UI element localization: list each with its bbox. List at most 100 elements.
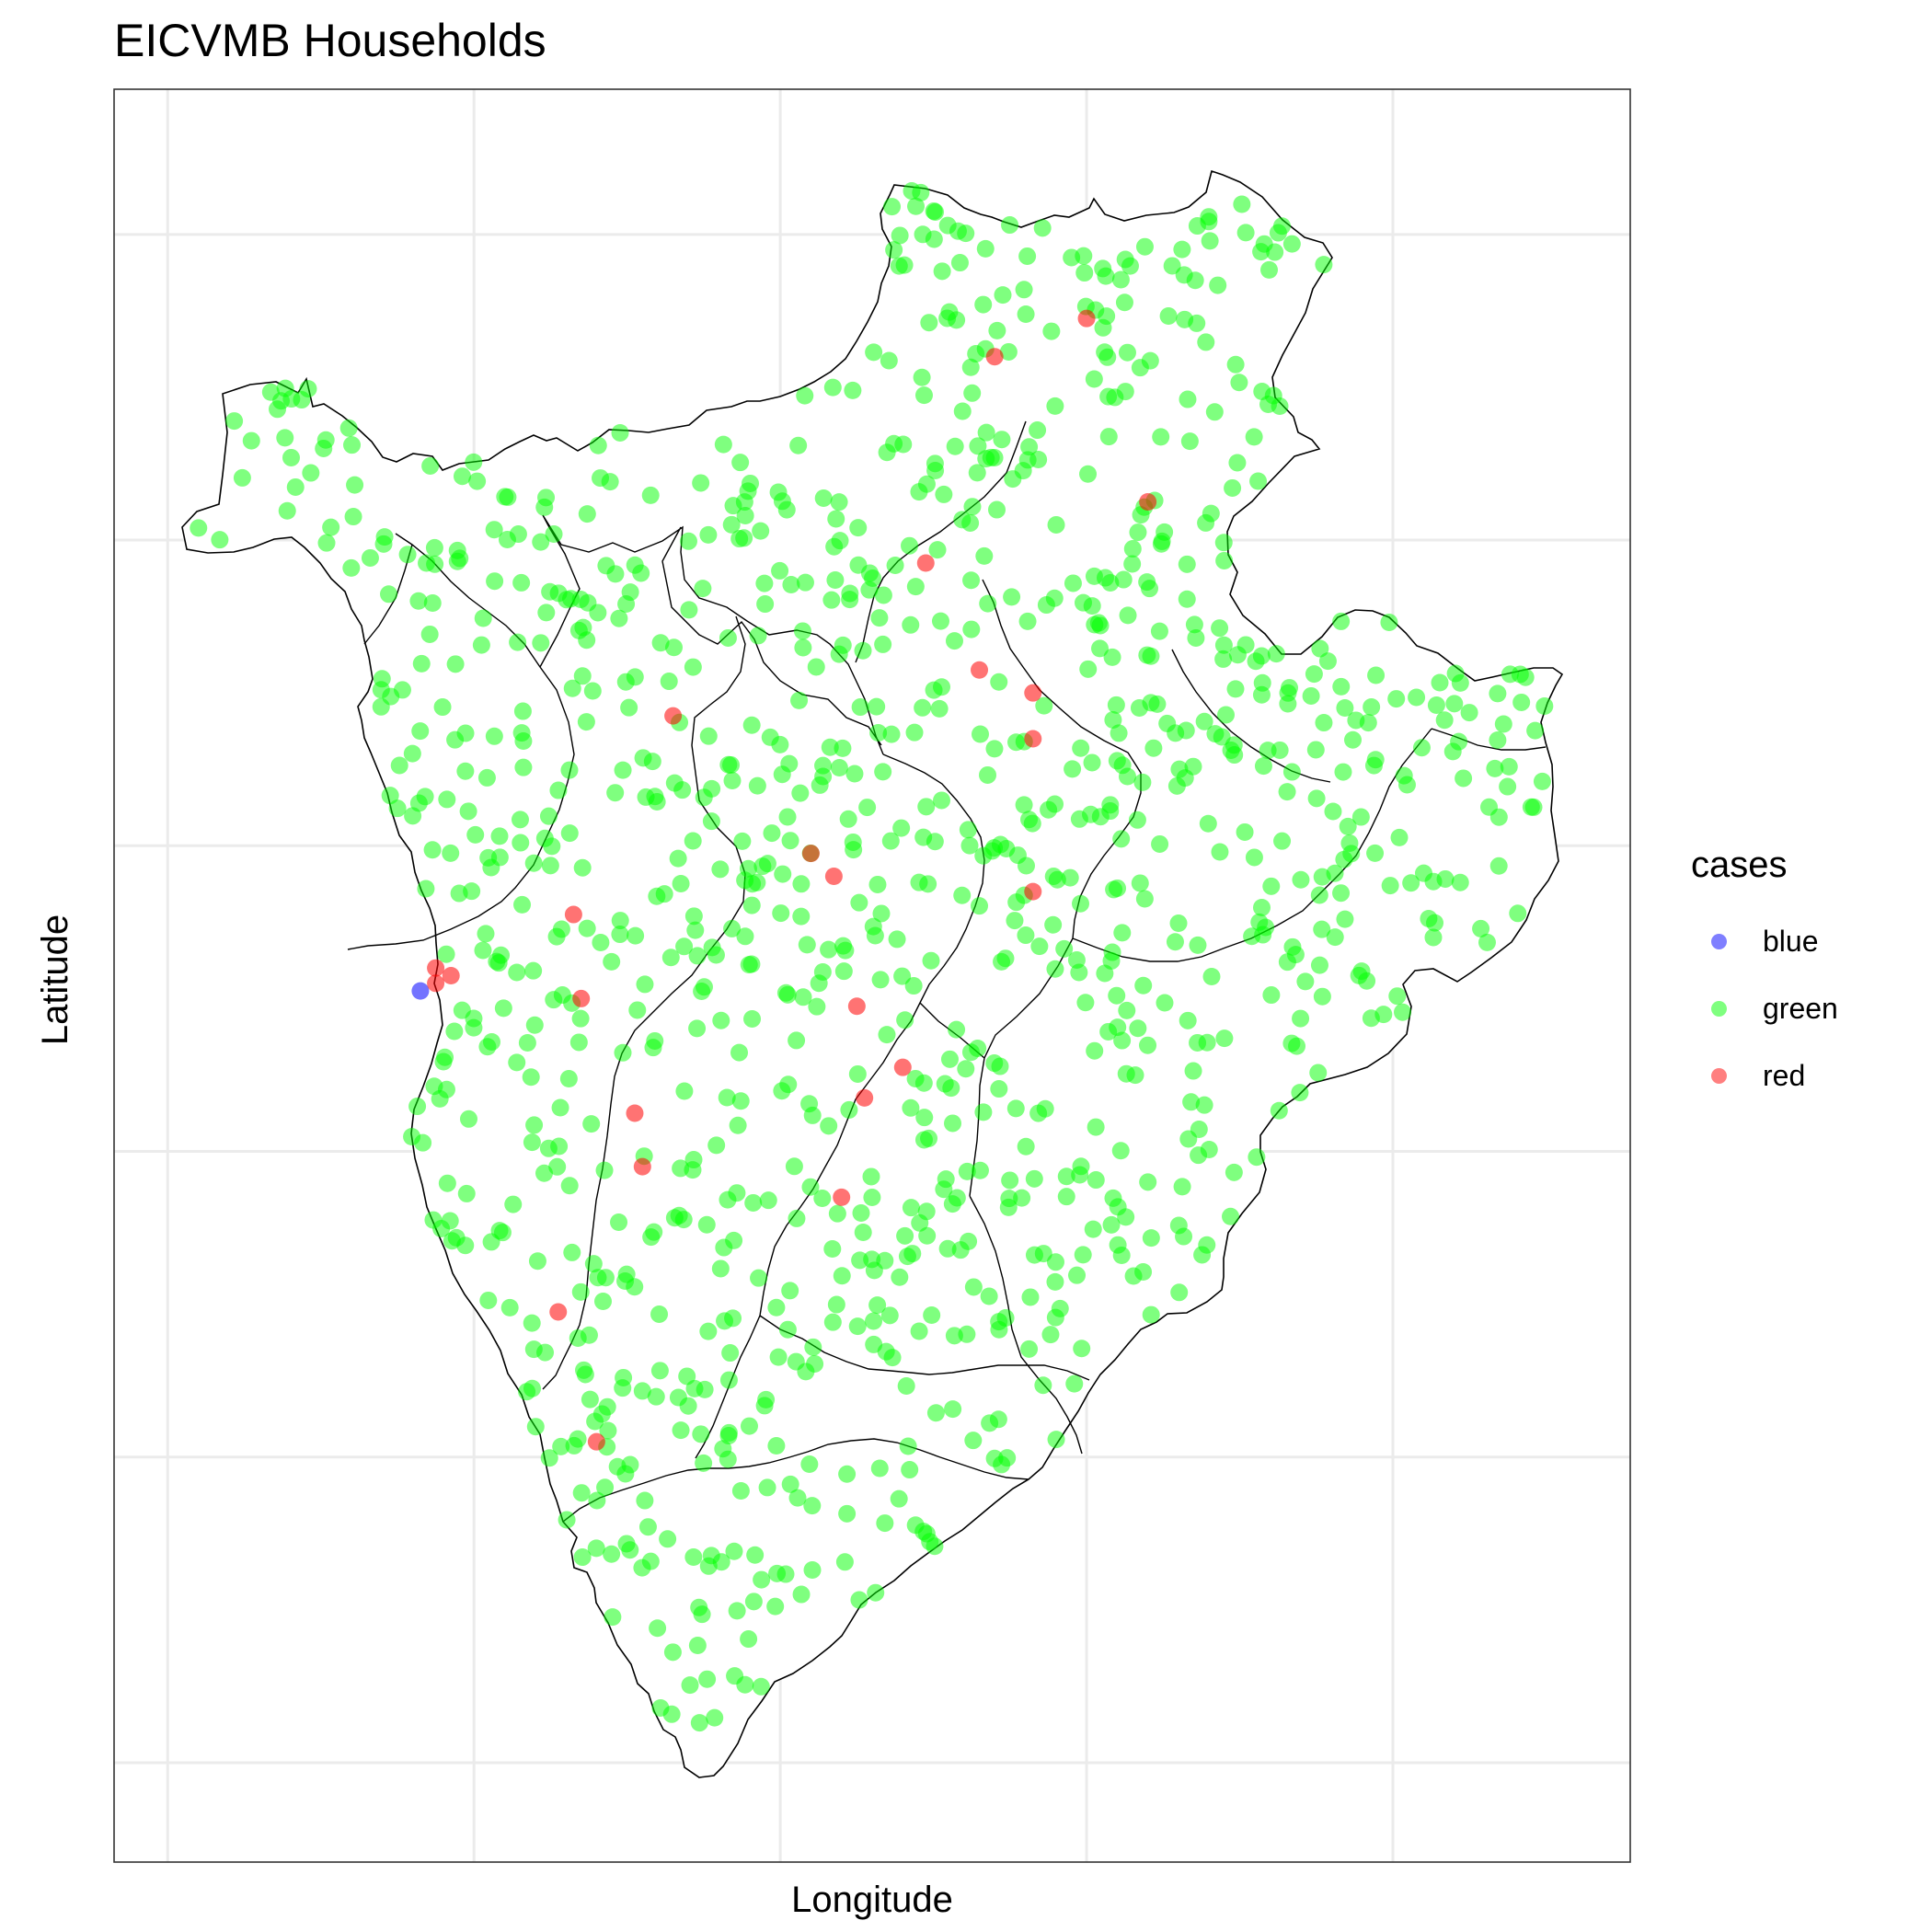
point-green [917, 798, 936, 816]
point-green [902, 1199, 920, 1217]
point-green [979, 594, 997, 613]
point-green [730, 1043, 749, 1062]
point-green [558, 1511, 576, 1529]
point-green [841, 591, 859, 609]
point-green [794, 638, 812, 657]
point-green [1109, 1236, 1127, 1254]
point-green [719, 1427, 738, 1445]
point-green [950, 254, 969, 272]
point-green [1279, 695, 1297, 713]
point-green [1292, 870, 1310, 889]
point-green [773, 492, 791, 511]
point-green [1142, 1305, 1160, 1324]
point-green [233, 468, 251, 487]
point-green [577, 713, 595, 731]
point-green [512, 834, 530, 852]
point-green [276, 379, 294, 397]
point-green [904, 977, 923, 995]
point-green [865, 343, 883, 362]
point-green [1017, 926, 1035, 945]
point-green [523, 1314, 541, 1332]
point-green [1094, 318, 1112, 337]
point-red [572, 989, 591, 1007]
point-green [599, 1421, 617, 1440]
point-green [1205, 403, 1224, 421]
point-green [1267, 645, 1285, 663]
point-green [514, 758, 533, 776]
point-red [626, 1104, 644, 1122]
point-green [971, 897, 989, 915]
point-green [725, 1231, 743, 1249]
point-green [361, 548, 379, 567]
point-green [1179, 1011, 1197, 1029]
point-green [699, 525, 718, 544]
point-green [1064, 574, 1082, 592]
point-green [651, 1698, 670, 1717]
point-green [1366, 844, 1385, 862]
point-green [659, 1530, 677, 1548]
point-green [725, 1542, 743, 1560]
point-green [838, 1504, 857, 1523]
point-green [1129, 1019, 1147, 1038]
point-green [1236, 822, 1254, 841]
point-green [915, 1109, 934, 1127]
point-green [1113, 924, 1132, 942]
point-green [511, 811, 529, 829]
point-green [1228, 454, 1247, 472]
point-green [740, 1417, 758, 1435]
point-green [876, 1514, 894, 1533]
point-green [926, 202, 945, 221]
point-green [1178, 555, 1196, 573]
point-green [456, 762, 475, 780]
point-red [847, 997, 866, 1016]
point-red [801, 845, 820, 863]
point-green [974, 295, 993, 314]
point-green [946, 437, 964, 455]
point-green [692, 1425, 710, 1443]
point-green [933, 791, 951, 810]
point-green [906, 1069, 925, 1087]
point-green [823, 378, 842, 397]
point-green [1153, 532, 1171, 550]
point-green [721, 755, 740, 774]
point-green [1326, 928, 1344, 947]
point-green [589, 436, 607, 454]
point-green [1214, 534, 1233, 552]
point-green [595, 1161, 614, 1179]
point-green [906, 1516, 925, 1535]
point-green [999, 342, 1018, 361]
point-green [1106, 388, 1124, 407]
point-green [508, 1053, 526, 1072]
point-green [673, 781, 692, 799]
point-green [1214, 650, 1233, 668]
point-green [975, 546, 994, 565]
point-green [482, 1233, 500, 1251]
point-green [611, 926, 629, 944]
point-green [1202, 968, 1221, 986]
point-green [636, 975, 654, 994]
point-green [409, 592, 428, 610]
point-green [1489, 857, 1508, 875]
point-green [343, 436, 362, 454]
point-green [1170, 1283, 1189, 1302]
point-green [1206, 725, 1225, 743]
point-green [880, 1306, 899, 1325]
point-green [1123, 540, 1142, 558]
point-green [993, 952, 1011, 971]
point-green [964, 1278, 983, 1296]
point-green [979, 765, 997, 784]
point-green [766, 1597, 785, 1616]
point-green [1072, 739, 1090, 757]
point-green [858, 799, 877, 817]
point-green [438, 790, 456, 809]
point-green [925, 681, 943, 699]
point-green [548, 1157, 567, 1176]
point-green [611, 423, 629, 442]
point-green [914, 386, 933, 405]
point-green [769, 1348, 788, 1366]
point-green [1061, 868, 1079, 887]
point-green [994, 286, 1012, 305]
point-green [1201, 232, 1219, 250]
point-green [1211, 843, 1229, 861]
point-green [938, 1239, 957, 1258]
